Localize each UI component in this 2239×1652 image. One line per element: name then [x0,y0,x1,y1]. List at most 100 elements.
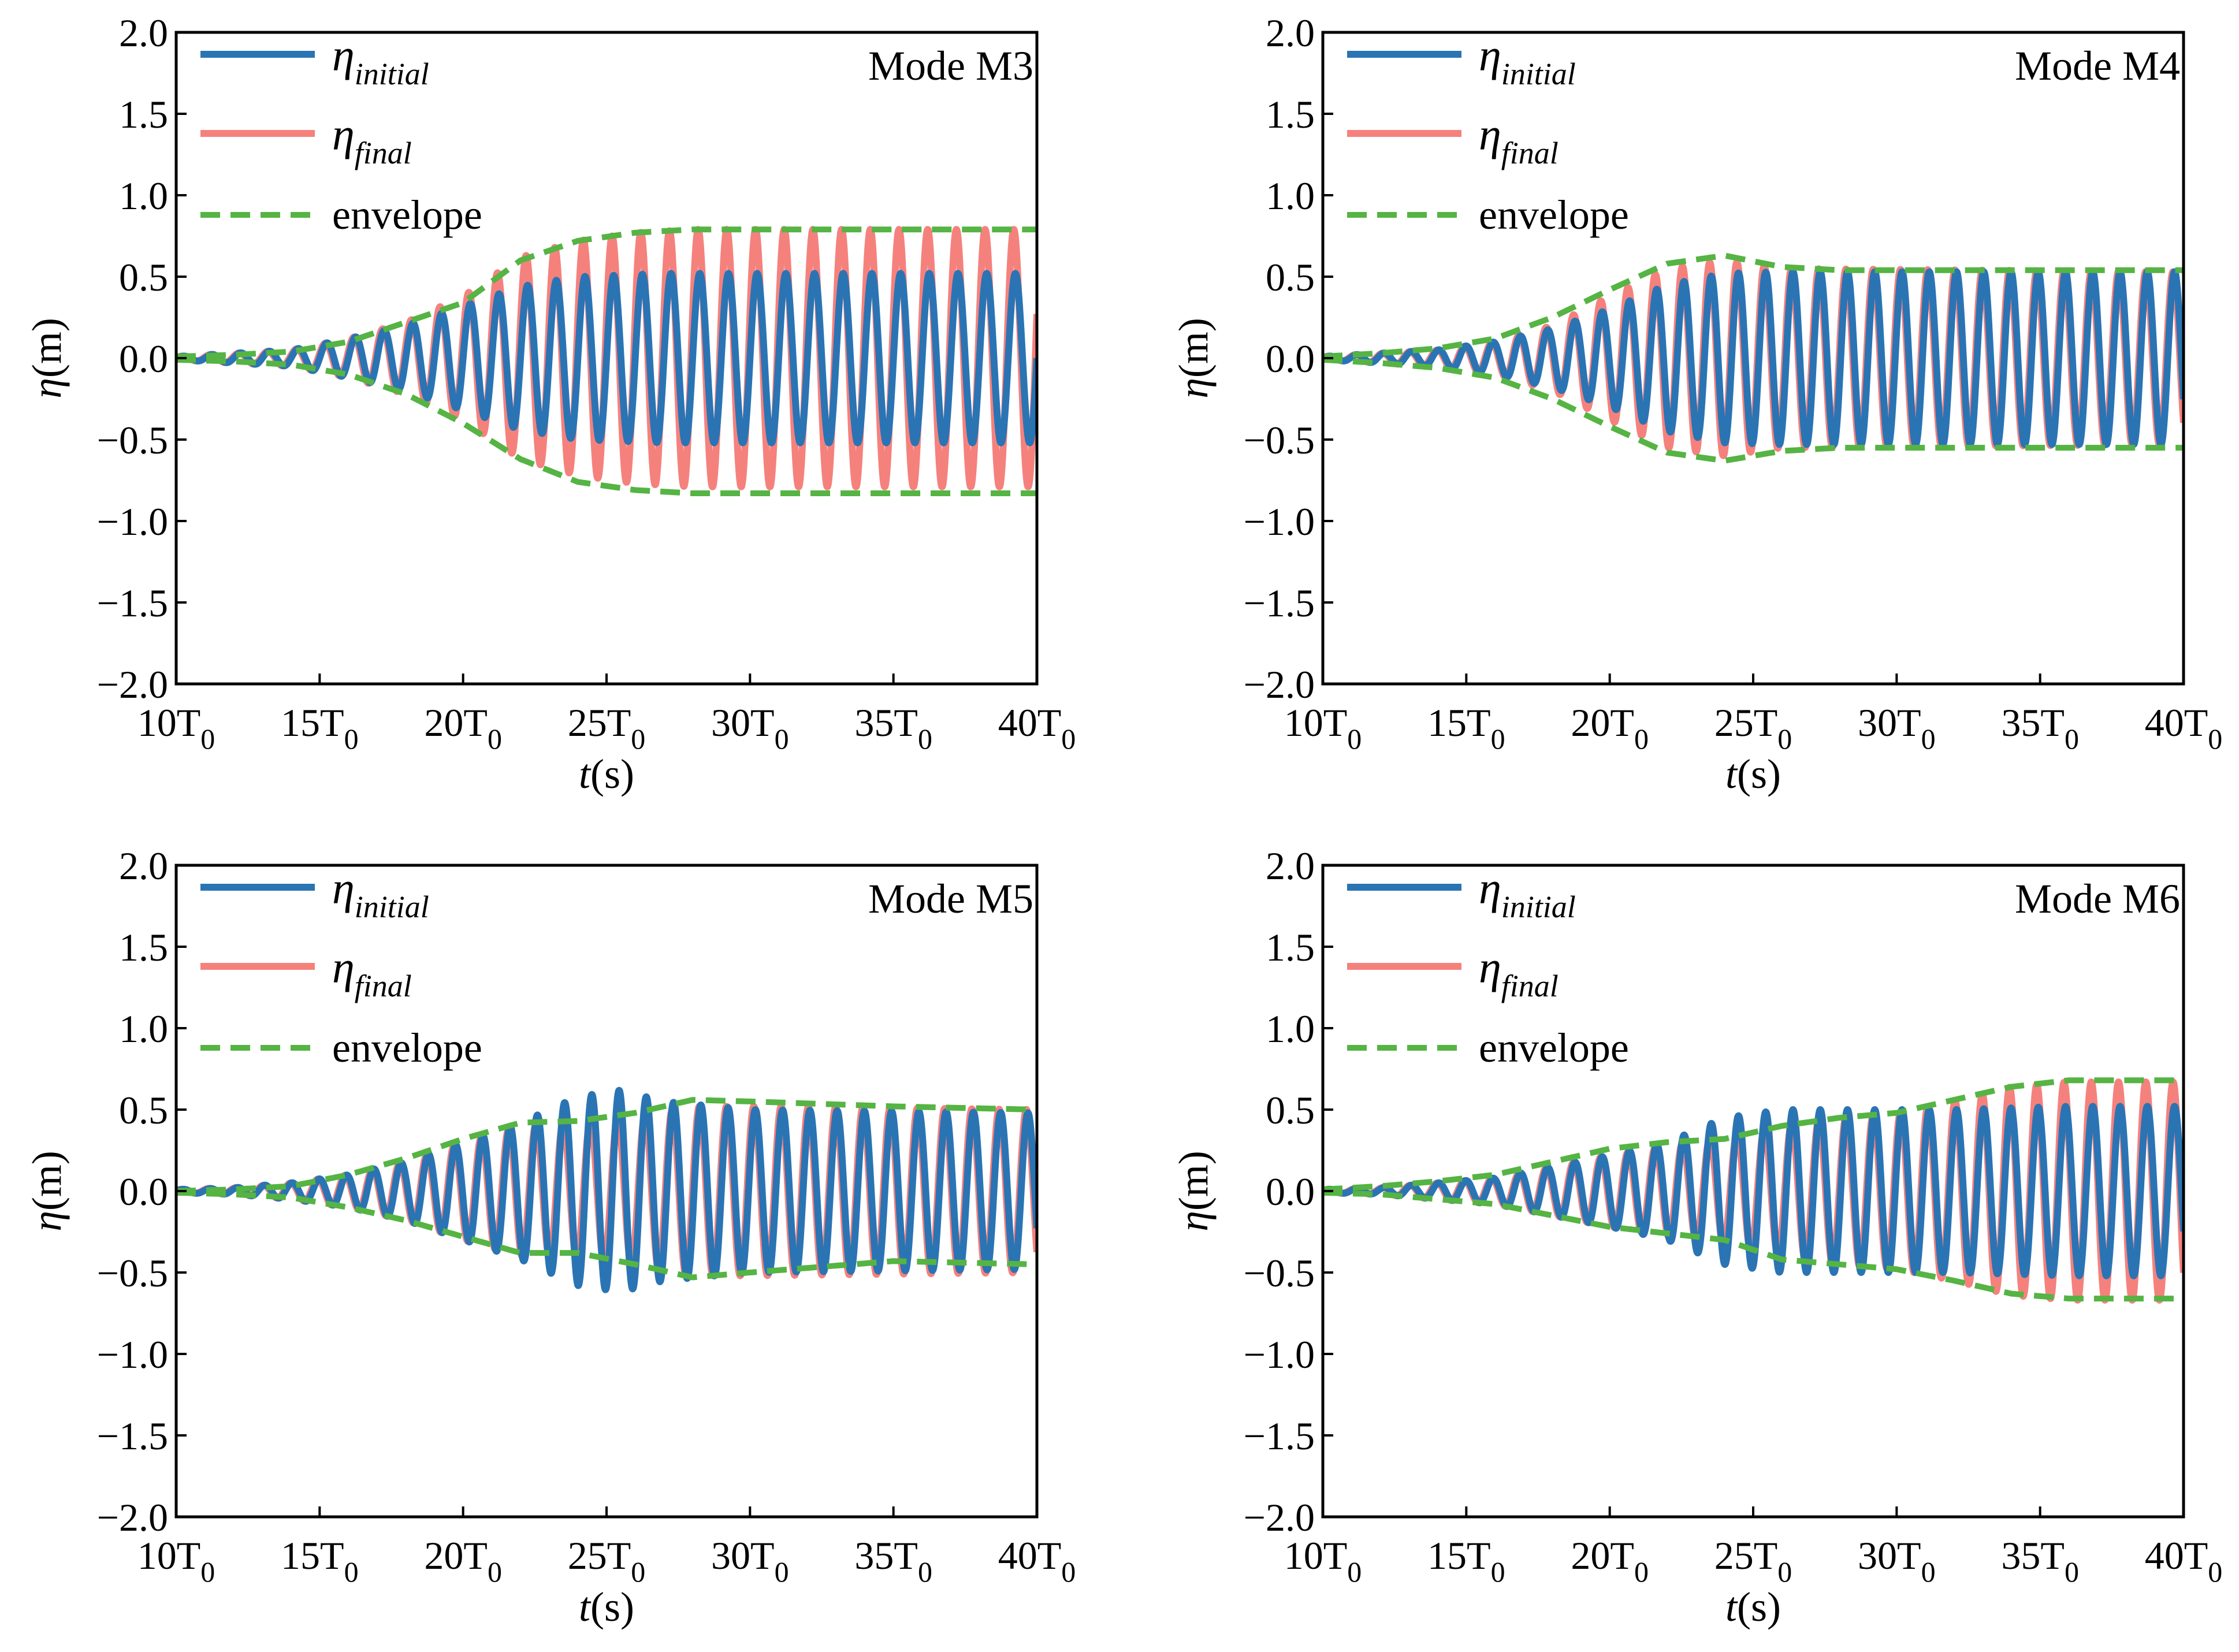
x-tick-label: 40T0 [2145,1534,2223,1588]
eta-initial-line [1323,1103,2184,1279]
y-axis-label: η(m) [24,318,70,399]
legend-label-envelope: envelope [1479,1025,1629,1071]
x-tick-label: 10T0 [1284,701,1362,755]
envelope-lower-line [1323,356,2184,464]
panel-mode-m6: −2.0 −1.5 −1.0 −0.5 0.0 0.5 1.0 1.5 2.0 10T0 15T0 2… [1170,844,2222,1630]
envelope-lower-line [176,356,1037,497]
y-tick-label: −2.0 [1244,663,1315,706]
x-tick-label: 40T0 [998,701,1076,755]
legend: ηinitial ηfinal envelope [1347,30,1629,238]
y-tick-label: 0.5 [119,1088,168,1132]
y-tick-label: −1.5 [1244,581,1315,625]
x-tick-label: 10T0 [137,701,215,755]
legend-label-final: ηfinal [1479,942,1559,1003]
y-tick-label: 1.0 [119,1007,168,1051]
legend-label-envelope: envelope [332,1025,482,1071]
y-tick-label: 0.5 [1266,255,1315,299]
y-tick-label: −1.0 [97,500,168,544]
eta-initial-line [1323,268,2184,448]
envelope-upper-line [1323,1077,2184,1193]
x-axis-label: t(s) [1725,1584,1781,1630]
y-tick-label: −1.0 [97,1333,168,1376]
x-tick-label: 30T0 [1858,1534,1936,1588]
x-axis-label: t(s) [579,1584,634,1630]
x-tick-label: 20T0 [424,701,502,755]
y-tick-label: 1.0 [1266,1007,1315,1051]
x-axis-label: t(s) [1725,751,1781,797]
x-tick-label: 30T0 [711,1534,789,1588]
legend-label-initial: ηinitial [1479,863,1576,924]
y-tick-label: −2.0 [97,663,168,706]
y-tick-label: 2.0 [1266,844,1315,888]
y-tick-label: 1.5 [119,925,168,969]
y-tick-label: 0.0 [119,1170,168,1214]
x-tick-label: 30T0 [1858,701,1936,755]
x-tick-label: 35T0 [2001,1534,2079,1588]
legend-label-initial: ηinitial [1479,30,1576,91]
y-tick-label: −2.0 [97,1495,168,1539]
x-tick-label: 35T0 [2001,701,2079,755]
y-tick-label: −1.5 [1244,1414,1315,1458]
y-tick-label: 0.0 [1266,337,1315,381]
envelope-upper-line [176,1097,1037,1194]
y-tick-label: 1.5 [1266,925,1315,969]
plot-area [1323,252,2184,464]
y-tick-label: 0.0 [119,337,168,381]
legend: ηinitial ηfinal envelope [200,863,482,1071]
plot-area [176,226,1037,497]
x-tick-label: 10T0 [137,1534,215,1588]
x-tick-label: 35T0 [854,701,932,755]
y-axis-label: η(m) [1170,318,1217,399]
y-tick-label: −1.5 [97,1414,168,1458]
legend-label-final: ηfinal [1479,109,1559,170]
envelope-lower-line [176,1189,1037,1281]
x-tick-label: 25T0 [568,701,646,755]
legend: ηinitial ηfinal envelope [1347,863,1629,1071]
x-tick-label: 25T0 [1714,701,1792,755]
y-tick-label: 1.0 [119,174,168,218]
x-axis-label: t(s) [579,751,634,797]
envelope-lower-line [1323,1189,2184,1302]
y-axis-label: η(m) [1170,1151,1217,1231]
mode-label: Mode M6 [2015,876,2180,922]
y-tick-label: 0.0 [1266,1170,1315,1214]
envelope-upper-line [1323,252,2184,360]
x-tick-label: 20T0 [1571,1534,1649,1588]
legend-label-final: ηfinal [332,109,412,170]
y-tick-label: −0.5 [1244,418,1315,462]
y-tick-label: −1.5 [97,581,168,625]
mode-label: Mode M4 [2015,43,2180,89]
y-tick-label: −1.0 [1244,500,1315,544]
y-tick-label: −2.0 [1244,1495,1315,1539]
y-tick-label: 2.0 [119,844,168,888]
x-tick-label: 15T0 [1427,701,1505,755]
y-tick-label: 1.0 [1266,174,1315,218]
x-tick-label: 40T0 [998,1534,1076,1588]
legend-label-envelope: envelope [1479,192,1629,238]
y-tick-label: 0.5 [119,255,168,299]
panel-mode-m3: −2.0 −1.5 −1.0 −0.5 0.0 0.5 1.0 1.5 2.0 10T0 15T0 2… [24,11,1076,797]
y-tick-label: 1.5 [1266,92,1315,136]
y-tick-label: −1.0 [1244,1333,1315,1376]
x-tick-label: 25T0 [1714,1534,1792,1588]
x-tick-label: 10T0 [1284,1534,1362,1588]
x-tick-label: 40T0 [2145,701,2223,755]
mode-label: Mode M5 [868,876,1033,922]
x-tick-label: 15T0 [281,701,359,755]
envelope-upper-line [176,226,1037,360]
plot-area [1323,1077,2184,1304]
y-tick-label: 0.5 [1266,1088,1315,1132]
y-tick-label: 1.5 [119,92,168,136]
x-tick-label: 15T0 [1427,1534,1505,1588]
plot-area [176,1087,1037,1293]
y-tick-label: 2.0 [1266,11,1315,55]
y-tick-label: −0.5 [1244,1251,1315,1295]
legend-label-final: ηfinal [332,942,412,1003]
legend: ηinitial ηfinal envelope [200,30,482,238]
x-tick-label: 25T0 [568,1534,646,1588]
x-tick-label: 20T0 [424,1534,502,1588]
y-tick-label: 2.0 [119,11,168,55]
panel-mode-m5: −2.0 −1.5 −1.0 −0.5 0.0 0.5 1.0 1.5 2.0 10T0 15T0 2… [24,844,1076,1630]
panel-mode-m4: −2.0 −1.5 −1.0 −0.5 0.0 0.5 1.0 1.5 2.0 10T0 15T0 2… [1170,11,2222,797]
